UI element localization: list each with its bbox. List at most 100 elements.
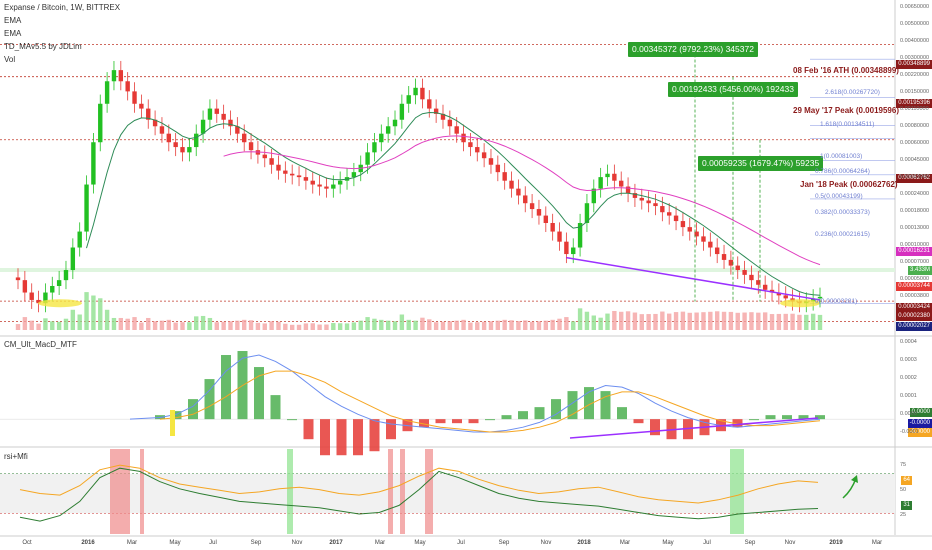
volume-bar <box>433 322 439 330</box>
macd-histogram-bar <box>386 419 396 440</box>
measure-callout-2[interactable]: 0.00192433 (5456.00%) 192433 <box>668 82 798 97</box>
volume-bar <box>420 317 425 330</box>
price-marker: 0.00003744 <box>896 282 932 291</box>
candle-body <box>591 188 596 204</box>
price-marker: 0.00003424 <box>896 303 932 312</box>
volume-bar <box>612 310 617 330</box>
time-axis-tick: Nov <box>540 540 552 546</box>
candle-body <box>331 184 336 189</box>
measure-callout-3[interactable]: 0.00059235 (1679.47%) 59235 <box>698 156 824 171</box>
candle-body <box>98 103 103 143</box>
volume-bar <box>447 321 453 330</box>
macd-signal-line <box>159 370 821 433</box>
candle-body <box>557 231 562 242</box>
volume-bar <box>721 311 727 330</box>
volume-bar <box>392 321 398 330</box>
time-axis-tick: Mar <box>871 540 883 546</box>
macd-histogram-bar <box>633 419 644 424</box>
volume-bar <box>742 312 747 330</box>
volume-bar <box>276 321 281 330</box>
volume-bar <box>152 321 158 330</box>
candle-body <box>584 203 590 224</box>
volume-bar <box>406 319 411 330</box>
rsi-band <box>0 473 895 514</box>
volume-bar <box>344 323 350 330</box>
volume-bar <box>557 318 562 330</box>
volume-bar <box>358 320 363 330</box>
annotation-peak-may17: 29 May '17 Peak (0.0019596) <box>793 106 899 115</box>
price-axis-tick: 0.00018000 <box>900 208 930 214</box>
volume-bar <box>728 311 734 330</box>
price-axis-tick: 0.00007000 <box>900 259 930 265</box>
volume-bar <box>303 323 309 330</box>
macd-panel-label[interactable]: CM_Ult_MacD_MTF <box>4 340 77 349</box>
volume-bar <box>687 312 692 330</box>
candle-body <box>132 91 137 104</box>
volume-bar <box>221 321 226 330</box>
time-axis-tick: May <box>662 540 674 546</box>
macd-axis-tick: 0.0000 <box>900 411 917 417</box>
candle-body <box>646 200 651 204</box>
candle-body <box>118 70 124 82</box>
candle-body <box>337 180 343 185</box>
indicator-vol[interactable]: Vol <box>4 55 16 64</box>
candle-body <box>701 236 706 242</box>
macd-histogram-bar <box>567 391 578 420</box>
macd-axis-tick: 0.0001 <box>900 393 917 399</box>
indicator-ema-1[interactable]: EMA <box>4 16 22 25</box>
candle-body <box>235 126 240 134</box>
candle-body <box>248 142 254 151</box>
volume-bar <box>146 317 151 330</box>
candle-body <box>673 215 679 222</box>
volume-bar <box>571 321 576 330</box>
volume-bar <box>331 323 336 330</box>
volume-bar <box>29 320 34 330</box>
candle-body <box>200 119 206 134</box>
fib-label-0382: 0.382(0.00033373) <box>815 209 870 216</box>
candle-body <box>660 206 665 213</box>
volume-bar <box>214 322 219 330</box>
indicator-ema-2[interactable]: EMA <box>4 29 22 38</box>
volume-bar <box>797 314 802 330</box>
candle-body <box>776 292 782 296</box>
volume-bar <box>461 319 466 330</box>
measure-callout-1[interactable]: 0.00345372 (9792.23%) 345372 <box>628 42 758 57</box>
volume-bar <box>653 313 658 330</box>
volume-bar <box>440 321 446 330</box>
time-axis-tick: May <box>414 540 426 546</box>
candle-body <box>269 158 274 165</box>
candle-body <box>242 133 247 143</box>
candle-body <box>152 119 158 127</box>
macd-histogram-bar <box>551 399 561 420</box>
candle-body <box>276 164 281 171</box>
volume-bar <box>200 315 206 330</box>
volume-bar <box>22 317 28 330</box>
rsi-signal-column <box>425 449 433 534</box>
macd-histogram-bar <box>254 367 264 420</box>
candle-body <box>104 81 110 104</box>
volume-bar <box>666 313 672 330</box>
candle-body <box>146 108 151 120</box>
rsi-panel-label[interactable]: rsi+Mfi <box>4 452 28 461</box>
volume-bar <box>817 314 823 330</box>
volume-bar <box>15 324 21 330</box>
price-axis-tick: 0.00110000 <box>900 106 929 112</box>
indicator-td-ma[interactable]: TD_MAv5.5 by JDLim <box>4 42 82 51</box>
volume-bar <box>598 317 603 330</box>
fib-label-05: 0.5(0.00043199) <box>815 193 863 200</box>
time-axis-tick: 2016 <box>81 540 95 546</box>
macd-axis-tick: 0.0004 <box>900 339 917 345</box>
price-axis-tick: 0.00500000 <box>900 21 930 27</box>
volume-bar <box>769 314 775 330</box>
volume-bar <box>639 314 644 330</box>
candle-body <box>310 180 315 185</box>
candle-body <box>207 108 213 120</box>
candle-body <box>529 203 535 210</box>
macd-axis-tick: -0.0001 <box>900 429 919 435</box>
volume-bar <box>187 322 192 330</box>
volume-bar <box>509 320 514 330</box>
volume-bar <box>413 320 418 330</box>
rsi-axis-tick: 25 <box>900 512 907 518</box>
volume-bar <box>673 312 679 330</box>
